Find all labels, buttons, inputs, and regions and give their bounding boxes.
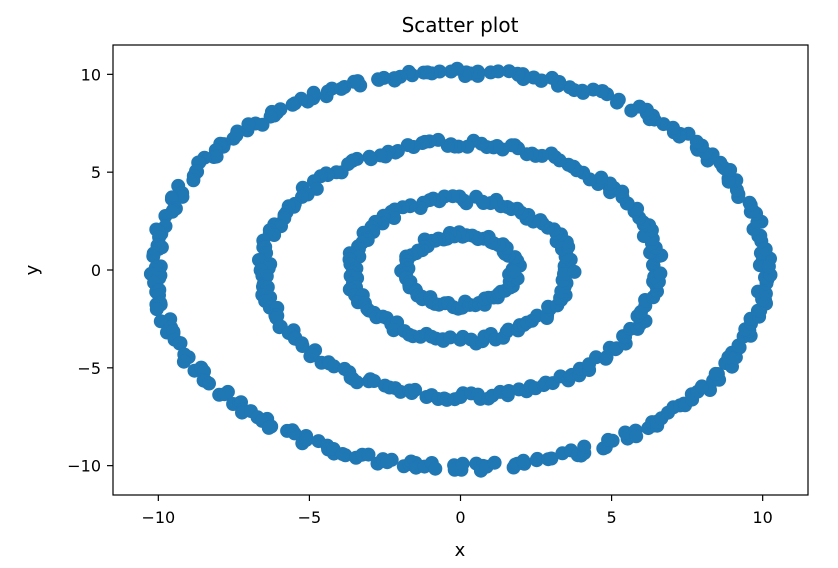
data-points <box>143 61 778 478</box>
data-point <box>229 128 244 143</box>
data-point <box>610 95 624 110</box>
data-point <box>287 426 302 441</box>
data-point <box>175 189 190 204</box>
y-axis-label: y <box>22 264 43 275</box>
data-point <box>618 425 633 440</box>
data-point <box>530 451 545 466</box>
data-point <box>172 336 187 351</box>
data-point <box>653 266 668 281</box>
data-point <box>453 390 468 404</box>
data-point <box>158 209 173 223</box>
data-point <box>176 354 191 369</box>
data-point <box>295 339 310 353</box>
y-tick-label: −10 <box>67 457 101 476</box>
data-point <box>567 264 582 279</box>
data-point <box>577 439 592 454</box>
data-point <box>285 97 300 112</box>
x-tick-label: −5 <box>298 508 322 527</box>
x-tick-label: 10 <box>752 508 772 527</box>
data-point <box>146 249 161 264</box>
y-tick-label: 5 <box>91 163 101 182</box>
data-point <box>349 375 364 390</box>
x-tick-label: −10 <box>141 508 175 527</box>
y-axis-ticks: −10 −5 0 5 10 <box>67 65 113 476</box>
data-point <box>386 323 401 338</box>
data-point <box>149 302 164 317</box>
data-point <box>721 174 736 189</box>
data-point <box>742 195 757 210</box>
data-point <box>624 103 639 118</box>
data-point <box>761 259 776 274</box>
data-point <box>186 173 201 188</box>
y-tick-label: −5 <box>77 359 101 378</box>
x-tick-label: 0 <box>455 508 465 527</box>
y-tick-label: 10 <box>81 65 101 84</box>
data-point <box>502 64 517 79</box>
data-point <box>209 149 224 164</box>
data-point <box>217 387 232 402</box>
data-point <box>516 453 531 468</box>
chart-title: Scatter plot <box>402 13 519 37</box>
data-point <box>387 211 402 225</box>
data-point <box>299 432 314 447</box>
data-point <box>261 420 276 435</box>
data-point <box>506 264 521 279</box>
data-point <box>241 117 256 132</box>
data-point <box>367 374 381 388</box>
data-point <box>490 139 504 153</box>
data-point <box>544 451 559 466</box>
data-point <box>408 382 423 397</box>
data-point <box>758 286 773 301</box>
data-point <box>487 455 502 470</box>
data-point <box>202 376 216 391</box>
data-point <box>338 448 353 463</box>
x-axis-ticks: −10 −5 0 5 10 <box>141 495 773 527</box>
data-point <box>326 359 341 374</box>
data-point <box>420 65 435 80</box>
data-point <box>362 149 377 164</box>
data-point <box>319 89 334 104</box>
data-point <box>444 64 459 79</box>
data-point <box>371 72 386 87</box>
data-point <box>491 64 506 79</box>
data-point <box>708 366 723 381</box>
data-point <box>255 117 270 132</box>
data-point <box>361 447 376 462</box>
data-point <box>153 314 168 329</box>
data-point <box>694 379 709 394</box>
data-point <box>557 267 571 281</box>
data-point <box>428 461 443 476</box>
x-tick-label: 5 <box>606 508 616 527</box>
data-point <box>455 456 470 471</box>
data-point <box>562 80 577 95</box>
data-point <box>594 170 609 185</box>
data-point <box>387 71 402 86</box>
y-tick-label: 0 <box>91 261 101 280</box>
data-point <box>601 432 616 447</box>
data-point <box>545 70 560 85</box>
data-point <box>380 455 395 470</box>
data-point <box>629 429 644 444</box>
data-point <box>267 228 282 242</box>
x-axis-label: x <box>455 540 466 561</box>
data-point <box>526 70 541 85</box>
